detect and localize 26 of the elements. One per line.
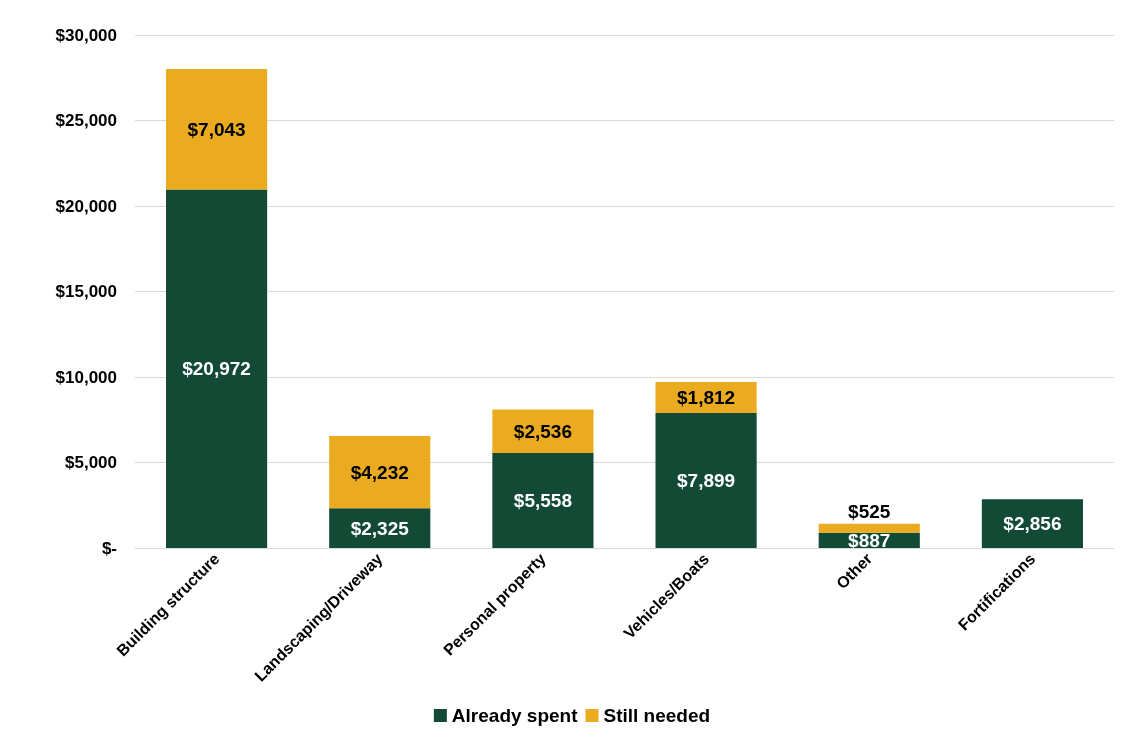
data-label: $525 <box>848 500 891 522</box>
data-label: $20,972 <box>182 358 251 380</box>
y-tick-label: $5,000 <box>65 453 117 472</box>
y-tick-label: $10,000 <box>55 367 117 387</box>
legend-label: Already spent <box>451 705 579 726</box>
bar <box>166 189 268 548</box>
data-label: $2,325 <box>350 517 410 539</box>
y-tick-label: $- <box>101 538 117 558</box>
bar <box>166 68 268 190</box>
data-label: $1,812 <box>677 386 736 408</box>
bar <box>492 452 594 548</box>
y-tick-label: $20,000 <box>55 196 117 216</box>
data-label: $7,899 <box>677 469 736 491</box>
y-tick-label: $30,000 <box>55 25 117 45</box>
bar <box>329 435 431 509</box>
data-label: $5,558 <box>513 489 572 511</box>
y-tick-label: $15,000 <box>55 282 117 301</box>
data-label: $2,856 <box>1003 513 1062 535</box>
bar <box>818 523 920 533</box>
y-tick-label: $25,000 <box>55 111 117 130</box>
data-label: $4,232 <box>350 461 409 483</box>
data-label: $887 <box>848 529 891 551</box>
legend-label: Still needed <box>603 705 711 726</box>
data-label: $7,043 <box>187 118 246 140</box>
data-label: $2,536 <box>513 420 572 442</box>
bar <box>655 412 757 548</box>
